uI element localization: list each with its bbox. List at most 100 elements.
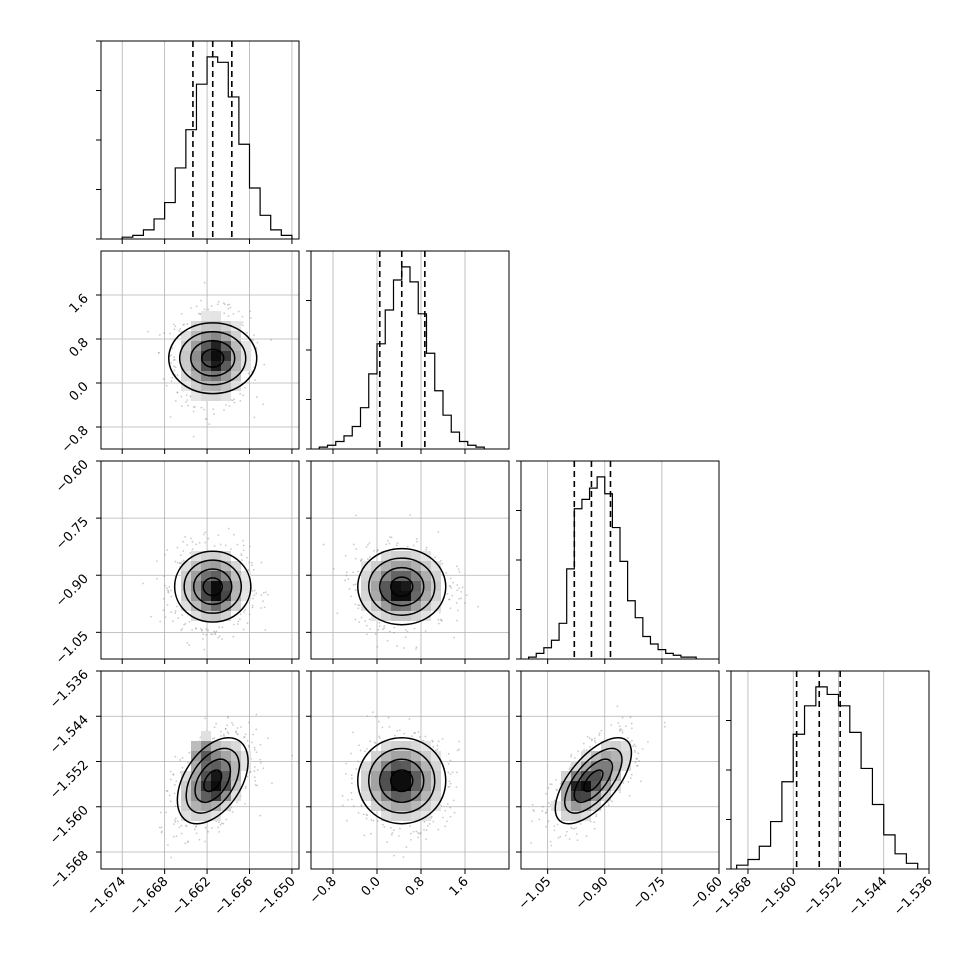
density-cell <box>391 581 401 591</box>
scatter-point <box>431 740 434 743</box>
scatter-point <box>219 730 222 733</box>
scatter-point <box>575 833 578 835</box>
hist-bin <box>906 863 917 869</box>
density-cell <box>231 361 241 371</box>
scatter-point <box>619 791 622 794</box>
scatter-point <box>373 741 376 744</box>
scatter-point <box>399 827 401 830</box>
scatter-point <box>409 825 411 828</box>
hist-bin <box>895 854 906 869</box>
scatter-point <box>256 769 259 771</box>
scatter-point <box>233 533 235 536</box>
scatter-point <box>227 732 230 735</box>
density-cell <box>611 761 621 771</box>
scatter-point <box>370 819 373 821</box>
scatter-point <box>239 613 242 616</box>
scatter-point <box>352 731 354 734</box>
scatter-point <box>452 799 455 802</box>
density-cell <box>371 761 381 771</box>
scatter-point <box>260 607 263 609</box>
scatter-point <box>366 558 369 560</box>
scatter-point <box>415 648 417 650</box>
density-cell <box>181 811 191 821</box>
density-cell <box>211 611 221 621</box>
density-cell <box>391 571 401 581</box>
scatter-point <box>150 615 153 618</box>
hist-bin <box>435 391 443 449</box>
scatter-point <box>549 783 551 785</box>
contour-line <box>203 769 223 793</box>
scatter-point <box>243 611 245 614</box>
scatter-point <box>193 828 196 831</box>
scatter-point <box>262 403 265 406</box>
scatter-point <box>546 808 549 811</box>
density-cell <box>231 341 241 351</box>
scatter-point <box>404 636 407 639</box>
scatter-point <box>448 780 451 783</box>
scatter-point <box>180 832 183 835</box>
scatter-point <box>156 577 158 580</box>
density-cell <box>191 391 201 401</box>
scatter-point <box>446 803 449 805</box>
density-cell <box>411 771 421 781</box>
p2_vs_p1-scatter-points <box>322 514 479 650</box>
density-cell <box>191 371 201 381</box>
scatter-point <box>348 588 351 590</box>
hist-bin <box>336 441 344 449</box>
scatter-point <box>446 820 448 823</box>
scatter-point <box>452 581 454 584</box>
scatter-point <box>444 825 447 828</box>
p1_vs_p0-body <box>147 281 273 438</box>
scatter-point <box>170 856 173 859</box>
scatter-point <box>366 814 369 817</box>
density-cell <box>211 381 221 391</box>
scatter-point <box>230 548 232 550</box>
scatter-point <box>174 612 177 614</box>
scatter-point <box>440 619 443 622</box>
scatter-point <box>447 752 450 755</box>
hist-bin <box>872 804 883 869</box>
density-cell <box>381 551 391 561</box>
scatter-point <box>165 384 168 387</box>
scatter-point <box>254 379 256 381</box>
scatter-point <box>367 543 369 546</box>
scatter-point <box>190 537 193 540</box>
contour-line <box>368 557 436 616</box>
contour-line <box>390 576 414 597</box>
density-cell <box>401 791 411 801</box>
scatter-point <box>200 627 202 630</box>
density-cell <box>421 781 431 791</box>
scatter-point <box>415 830 418 833</box>
scatter-point <box>627 780 630 783</box>
hist-bin <box>427 353 435 449</box>
contour-line <box>189 339 236 377</box>
hist-bin <box>620 561 628 659</box>
density-cell <box>421 761 431 771</box>
scatter-point <box>217 636 220 639</box>
scatter-point <box>358 621 361 624</box>
density-cell <box>231 381 241 391</box>
scatter-point <box>393 734 396 737</box>
scatter-point <box>181 757 184 759</box>
density-cell <box>221 551 231 561</box>
density-cell <box>211 781 221 791</box>
density-cell <box>371 751 381 761</box>
scatter-point <box>663 721 666 724</box>
scatter-point <box>374 633 377 635</box>
density-cell <box>431 591 441 601</box>
scatter-point <box>368 542 371 544</box>
panel-border <box>310 670 510 870</box>
scatter-point <box>180 824 183 827</box>
scatter-point <box>249 317 252 319</box>
scatter-point <box>389 630 391 633</box>
scatter-point <box>242 324 244 327</box>
scatter-point <box>635 758 638 761</box>
scatter-point <box>250 741 253 744</box>
scatter-point <box>168 586 171 588</box>
scatter-point <box>345 574 348 577</box>
scatter-point <box>410 832 412 835</box>
density-cell <box>201 351 211 361</box>
hist-bin <box>643 636 651 659</box>
density-cell <box>381 561 391 571</box>
density-cell <box>401 551 411 561</box>
